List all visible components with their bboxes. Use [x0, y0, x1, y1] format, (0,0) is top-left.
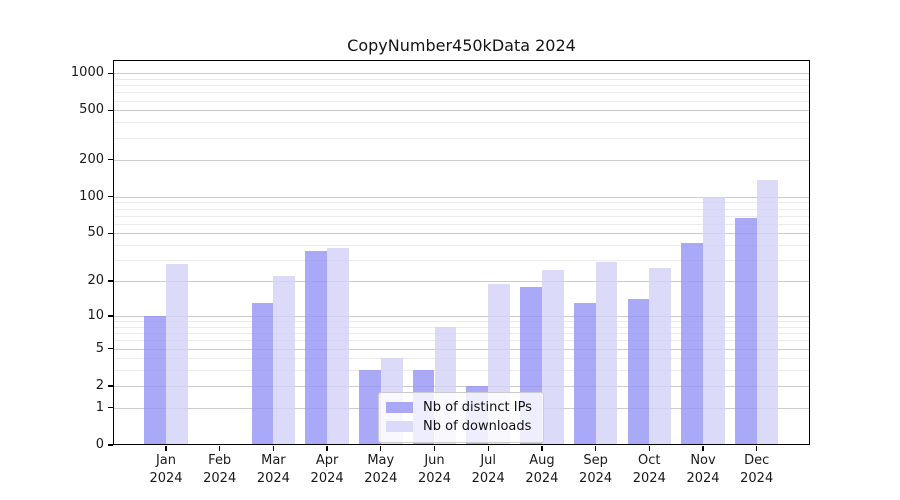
legend-label-downloads: Nb of downloads — [423, 419, 532, 434]
gridline-minor-90 — [113, 202, 810, 204]
x-tick-jun — [433, 446, 436, 451]
y-tick-500 — [108, 109, 113, 112]
gridline-minor-400 — [113, 122, 810, 124]
chart-title: CopyNumber450kData 2024 — [347, 36, 576, 55]
gridline-major-50 — [113, 233, 810, 235]
y-tick-20 — [108, 280, 113, 282]
gridline-minor-8 — [113, 326, 810, 328]
legend-swatch-distinct-ips — [386, 402, 413, 413]
y-tick-0 — [108, 444, 113, 446]
x-tick-label-may: May 2024 — [364, 453, 398, 486]
y-tick-label-500: 500 — [79, 102, 104, 118]
x-tick-label-oct: Oct 2024 — [632, 453, 666, 486]
bar-nb-of-downloads-jan — [166, 263, 188, 445]
bar-nb-of-distinct-ips-dec — [734, 217, 757, 445]
x-tick-label-mar: Mar 2024 — [256, 453, 290, 486]
gridline-minor-30 — [113, 260, 810, 262]
gridline-minor-9 — [113, 321, 810, 323]
x-tick-label-nov: Nov 2024 — [686, 453, 720, 486]
bar-nb-of-distinct-ips-sep — [573, 303, 596, 445]
bar-nb-of-downloads-dec — [756, 179, 779, 445]
x-tick-label-aug: Aug 2024 — [525, 453, 559, 486]
y-tick-label-200: 200 — [79, 151, 104, 167]
gridline-minor-4 — [113, 358, 810, 360]
gridline-major-2 — [113, 385, 810, 387]
y-tick-200 — [108, 158, 113, 161]
x-tick-label-sep: Sep 2024 — [579, 453, 613, 486]
y-tick-5 — [108, 347, 113, 350]
y-tick-label-2: 2 — [95, 377, 104, 393]
bar-nb-of-downloads-sep — [595, 262, 618, 445]
gridline-minor-60 — [113, 223, 810, 225]
bar-nb-of-distinct-ips-jan — [144, 315, 166, 445]
gridline-major-1000 — [113, 73, 810, 75]
x-tick-jan — [165, 446, 167, 451]
gridline-minor-300 — [113, 137, 810, 139]
gridline-minor-80 — [113, 208, 810, 210]
y-tick-10 — [108, 315, 113, 317]
gridline-minor-3 — [113, 370, 810, 372]
gridline-minor-800 — [113, 85, 810, 87]
bar-nb-of-distinct-ips-may — [359, 370, 381, 445]
gridline-major-200 — [113, 159, 810, 161]
gridline-major-5 — [113, 348, 810, 350]
gridline-minor-700 — [113, 92, 810, 94]
plot-area — [113, 60, 810, 445]
x-tick-jul — [487, 446, 489, 451]
bar-nb-of-downloads-mar — [273, 276, 296, 445]
x-tick-dec — [756, 446, 758, 451]
gridline-minor-6 — [113, 340, 810, 342]
gridline-major-10 — [113, 315, 810, 317]
x-tick-nov — [702, 446, 704, 451]
x-tick-label-jan: Jan 2024 — [149, 453, 183, 486]
x-tick-apr — [326, 446, 328, 451]
y-tick-1 — [108, 407, 113, 409]
x-tick-label-dec: Dec 2024 — [740, 453, 774, 486]
y-tick-label-1000: 1000 — [70, 65, 104, 81]
x-tick-sep — [594, 446, 597, 451]
x-tick-label-jul: Jul 2024 — [471, 453, 505, 486]
gridline-minor-7 — [113, 333, 810, 335]
x-tick-label-apr: Apr 2024 — [310, 453, 344, 486]
y-tick-1000 — [108, 72, 113, 74]
bar-nb-of-distinct-ips-oct — [627, 299, 650, 445]
y-tick-label-5: 5 — [95, 340, 104, 356]
x-tick-mar — [272, 446, 275, 451]
y-tick-label-50: 50 — [87, 225, 104, 241]
legend-label-distinct-ips: Nb of distinct IPs — [423, 400, 532, 415]
y-tick-100 — [108, 195, 113, 198]
gridline-minor-70 — [113, 215, 810, 217]
legend: Nb of distinct IPs Nb of downloads — [378, 392, 544, 443]
bar-nb-of-distinct-ips-mar — [251, 303, 274, 445]
bar-nb-of-downloads-nov — [703, 196, 725, 445]
y-tick-2 — [108, 385, 113, 387]
y-tick-label-100: 100 — [79, 188, 104, 204]
x-tick-feb — [219, 446, 221, 451]
y-tick-label-10: 10 — [87, 307, 104, 323]
legend-row: Nb of distinct IPs — [386, 398, 532, 417]
y-tick-label-0: 0 — [95, 437, 104, 452]
bar-nb-of-downloads-apr — [327, 247, 349, 445]
y-tick-label-20: 20 — [87, 273, 104, 289]
gridline-major-100 — [113, 196, 810, 198]
x-tick-label-jun: Jun 2024 — [417, 453, 452, 486]
legend-row: Nb of downloads — [386, 417, 532, 436]
x-tick-label-feb: Feb 2024 — [203, 453, 237, 486]
y-tick-label-1: 1 — [95, 399, 104, 415]
gridline-major-20 — [113, 281, 810, 283]
gridline-minor-40 — [113, 245, 810, 247]
legend-swatch-downloads — [386, 421, 413, 432]
x-tick-oct — [648, 446, 650, 451]
bar-nb-of-downloads-aug — [541, 269, 564, 445]
gridline-minor-900 — [113, 78, 810, 80]
bar-nb-of-downloads-oct — [649, 267, 672, 445]
y-tick-50 — [108, 232, 113, 235]
x-tick-aug — [541, 446, 543, 451]
gridline-major-500 — [113, 110, 810, 112]
bar-nb-of-distinct-ips-apr — [305, 250, 328, 445]
bar-nb-of-distinct-ips-nov — [681, 242, 703, 445]
gridline-minor-600 — [113, 100, 810, 102]
x-tick-may — [380, 446, 382, 451]
